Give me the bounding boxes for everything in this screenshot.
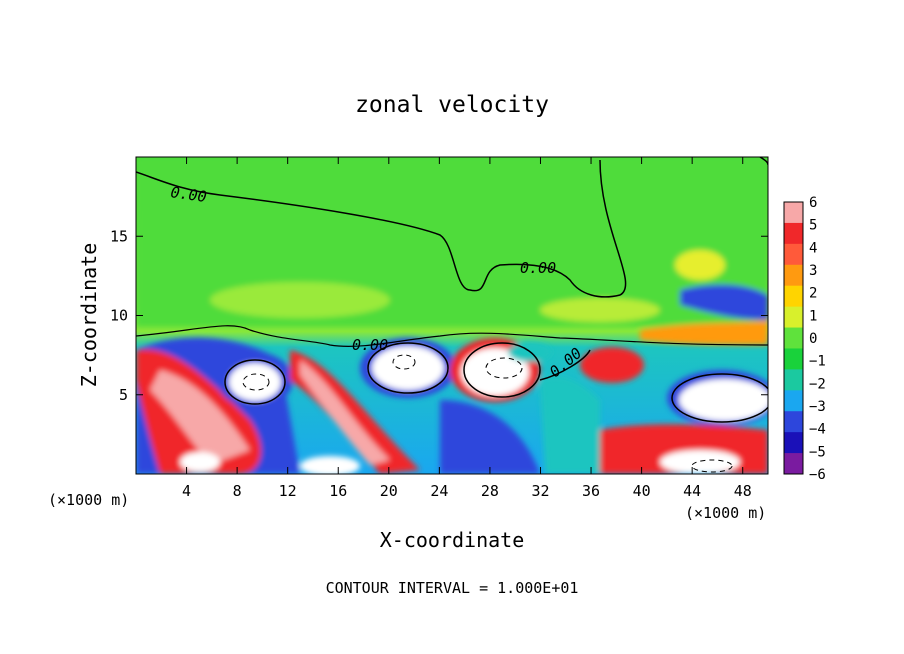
colorbar-tick-label: 0 <box>809 331 817 347</box>
x-tick-label: 44 <box>683 482 701 500</box>
contour-interval-note: CONTOUR INTERVAL = 1.000E+01 <box>326 579 579 597</box>
colorbar-tick-label: 4 <box>809 240 817 256</box>
x-tick-label: 20 <box>380 482 398 500</box>
colorbar-swatch <box>784 202 803 224</box>
colorbar-swatch <box>784 348 803 370</box>
colorbar-tick-label: −4 <box>809 422 826 438</box>
dashed-contours <box>242 354 733 473</box>
colorbar-swatch <box>784 243 803 266</box>
x-unit-label: (×1000 m) <box>48 491 129 509</box>
x-tick-label: 36 <box>582 482 600 500</box>
colorbar-swatch <box>784 285 803 308</box>
colorbar-swatch <box>784 369 803 391</box>
colorbar: 6 5 4 3 2 1 0 −1 −2 −3 −4 −5 −6 <box>783 195 826 483</box>
y-tick-label: 10 <box>110 307 128 325</box>
colorbar-tick-label: −5 <box>809 444 826 460</box>
colorbar-swatch <box>784 411 803 433</box>
colorbar-swatch <box>784 390 803 412</box>
x-tick-label: 28 <box>481 482 499 500</box>
chart-title: zonal velocity <box>355 92 549 118</box>
colorbar-frame <box>783 201 804 475</box>
contour-label: 0.00 <box>352 336 388 354</box>
colorbar-swatch <box>784 264 803 287</box>
contour-label: 0.00 <box>169 183 207 206</box>
x-axis-title: X-coordinate <box>380 528 525 552</box>
x-tick-label: 24 <box>430 482 448 500</box>
field-features <box>136 157 768 474</box>
colorbar-swatch <box>784 327 803 349</box>
y-axis: 5 10 15 <box>110 227 768 404</box>
colorbar-swatch <box>784 306 803 329</box>
plot-area: 0.00 0.00 0.00 0.00 <box>136 157 768 474</box>
colorbar-swatch <box>784 222 803 245</box>
x-tick-label: 4 <box>182 482 191 500</box>
y-unit-label: (×1000 m) <box>685 504 766 522</box>
x-tick-label: 40 <box>633 482 651 500</box>
colorbar-tick-label: −6 <box>809 467 826 483</box>
colorbar-swatch <box>784 453 803 475</box>
colorbar-tick-label: −1 <box>809 354 826 370</box>
colorbar-swatch <box>784 432 803 454</box>
colorbar-tick-label: −2 <box>809 376 826 392</box>
colorbar-tick-label: 3 <box>809 263 817 279</box>
colorbar-tick-label: 2 <box>809 286 817 302</box>
y-tick-label: 5 <box>119 386 128 404</box>
colorbar-tick-label: 6 <box>809 195 817 211</box>
contour-label: 0.00 <box>520 259 556 277</box>
x-tick-label: 8 <box>233 482 242 500</box>
colorbar-tick-label: 5 <box>809 218 817 234</box>
x-tick-label: 48 <box>734 482 752 500</box>
colorbar-tick-label: −3 <box>809 399 826 415</box>
x-tick-label: 32 <box>531 482 549 500</box>
colorbar-tick-label: 1 <box>809 308 817 324</box>
y-tick-label: 15 <box>110 227 128 245</box>
x-tick-label: 16 <box>329 482 347 500</box>
x-axis: 4 8 12 16 20 24 28 32 36 40 44 48 <box>182 157 752 500</box>
y-axis-title: Z-coordinate <box>77 243 101 388</box>
x-tick-label: 12 <box>279 482 297 500</box>
